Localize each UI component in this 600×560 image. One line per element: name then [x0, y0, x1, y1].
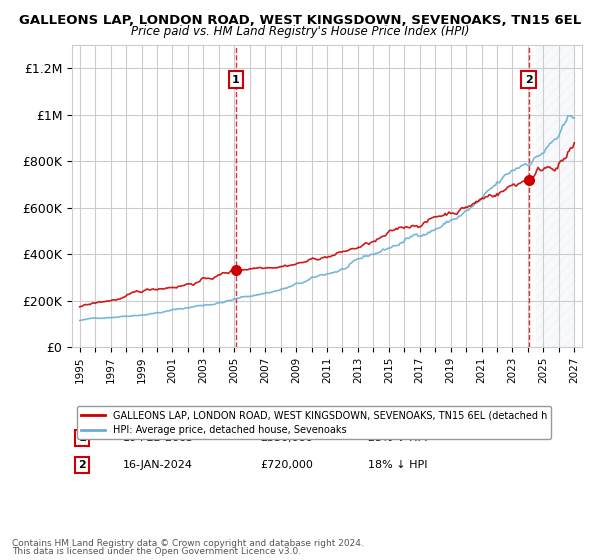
- Text: £720,000: £720,000: [260, 460, 314, 470]
- Text: Price paid vs. HM Land Registry's House Price Index (HPI): Price paid vs. HM Land Registry's House …: [131, 25, 469, 38]
- Text: 23% ↓ HPI: 23% ↓ HPI: [368, 433, 427, 443]
- Text: 2: 2: [525, 74, 533, 85]
- Text: This data is licensed under the Open Government Licence v3.0.: This data is licensed under the Open Gov…: [12, 548, 301, 557]
- Text: £330,000: £330,000: [260, 433, 313, 443]
- Legend: GALLEONS LAP, LONDON ROAD, WEST KINGSDOWN, SEVENOAKS, TN15 6EL (detached h, HPI:: GALLEONS LAP, LONDON ROAD, WEST KINGSDOW…: [77, 407, 551, 439]
- Text: 1: 1: [79, 433, 86, 443]
- Text: 1: 1: [232, 74, 239, 85]
- Bar: [536, 45, 574, 347]
- Text: 18% ↓ HPI: 18% ↓ HPI: [368, 460, 427, 470]
- Text: Contains HM Land Registry data © Crown copyright and database right 2024.: Contains HM Land Registry data © Crown c…: [12, 539, 364, 548]
- Text: 10-FEB-2005: 10-FEB-2005: [123, 433, 194, 443]
- Text: 2: 2: [79, 460, 86, 470]
- Text: GALLEONS LAP, LONDON ROAD, WEST KINGSDOWN, SEVENOAKS, TN15 6EL: GALLEONS LAP, LONDON ROAD, WEST KINGSDOW…: [19, 14, 581, 27]
- Text: 16-JAN-2024: 16-JAN-2024: [123, 460, 193, 470]
